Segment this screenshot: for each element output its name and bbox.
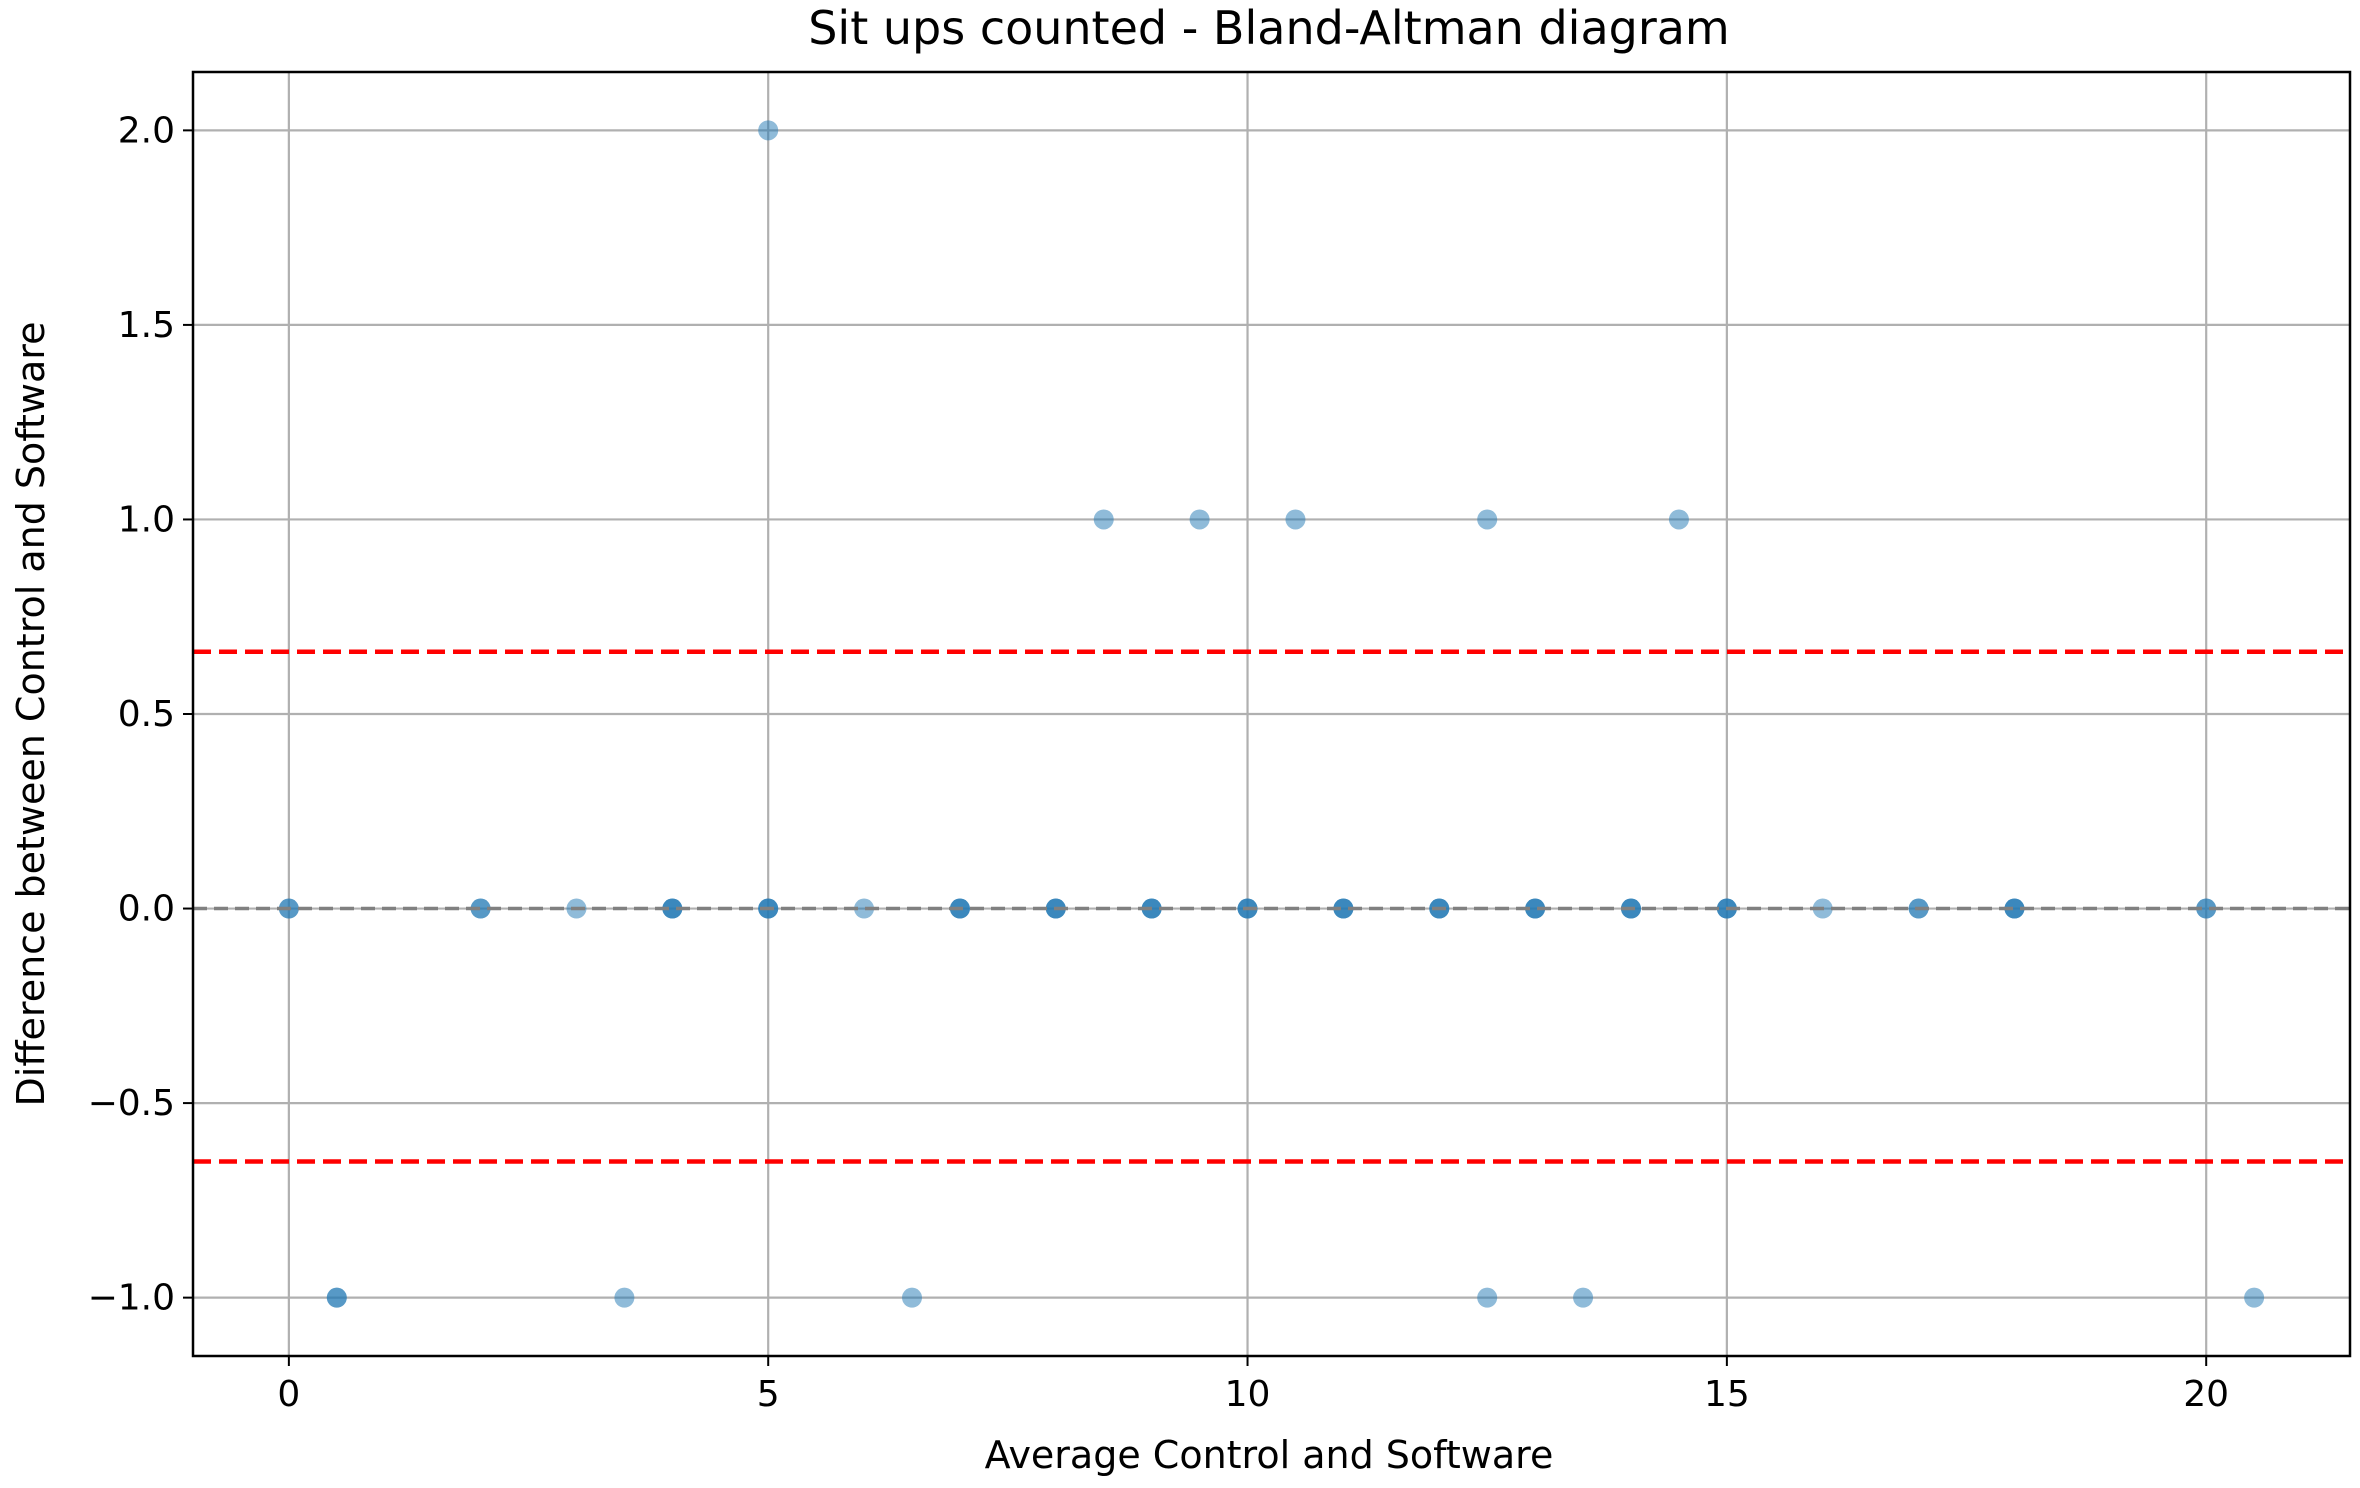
reference-lines-layer	[193, 649, 2350, 1164]
data-point	[1477, 509, 1498, 530]
x-tick-label: 10	[1225, 1374, 1271, 1415]
data-point	[326, 1287, 347, 1308]
data-point	[1573, 1287, 1594, 1308]
x-tick-label: 15	[1704, 1374, 1750, 1415]
y-tick-label: 1.0	[118, 499, 175, 540]
data-point	[758, 120, 779, 141]
y-tick-label: 1.5	[118, 305, 175, 346]
y-tick-layer: −1.0 −0.5 0.0 0.5 1.0 1.5 2.0	[88, 110, 193, 1319]
data-point	[1285, 509, 1306, 530]
data-point	[1668, 509, 1689, 530]
data-point	[1189, 509, 1210, 530]
data-point	[614, 1287, 635, 1308]
x-tick-layer: 0 5 10 15 20	[277, 1356, 2229, 1415]
data-point	[854, 898, 875, 919]
data-point	[2196, 898, 2217, 919]
y-tick-label: −1.0	[88, 1278, 175, 1319]
data-point	[662, 898, 683, 919]
points-layer	[193, 120, 2350, 1308]
x-tick-label: 20	[2183, 1374, 2229, 1415]
y-axis-label: Difference between Control and Software	[9, 322, 53, 1107]
data-point	[1093, 509, 1114, 530]
data-point	[902, 1287, 922, 1308]
chart-title: Sit ups counted - Bland-Altman diagram	[808, 1, 1730, 55]
data-point	[1477, 1287, 1498, 1308]
x-tick-label: 0	[277, 1374, 300, 1415]
y-tick-label: −0.5	[88, 1083, 175, 1124]
y-tick-label: 2.0	[118, 110, 175, 151]
y-tick-label: 0.5	[118, 694, 175, 735]
x-tick-label: 5	[757, 1374, 780, 1415]
data-point	[1525, 898, 1546, 919]
data-point	[470, 898, 491, 919]
grid-layer	[193, 72, 2350, 1356]
data-point	[2004, 898, 2025, 919]
x-axis-label: Average Control and Software	[985, 1433, 1554, 1477]
data-point	[1333, 898, 1354, 919]
data-point	[2244, 1287, 2265, 1308]
y-tick-label: 0.0	[118, 889, 175, 930]
